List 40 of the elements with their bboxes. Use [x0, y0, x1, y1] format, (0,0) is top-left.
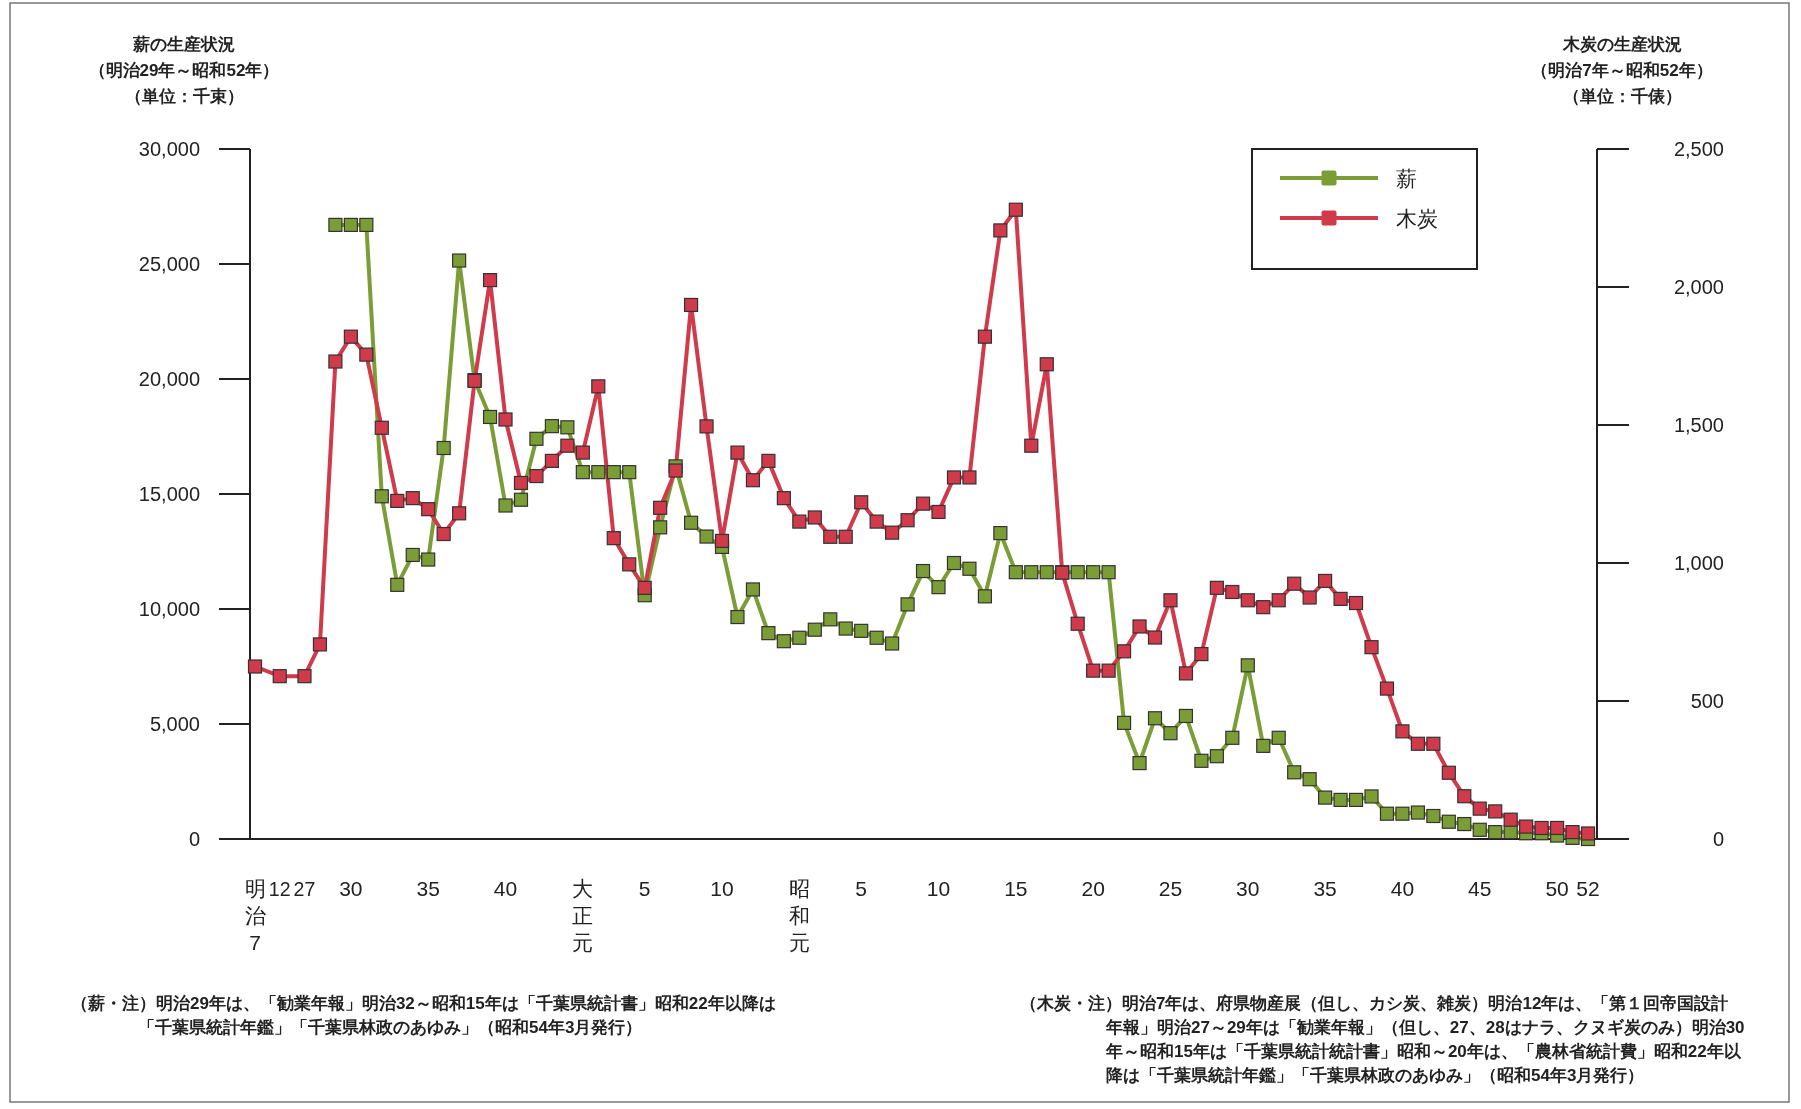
legend-label: 薪 [1396, 167, 1417, 190]
x-tick-label: 12 [268, 877, 293, 900]
x-tick-label: 45 [1468, 877, 1492, 900]
x-tick-label: 5 [855, 877, 868, 900]
text: （木炭・注）明治7年は、府県物産展（但し、カシ炭、雑炭）明治12年は、「第１回帝国設計年報」明治27～29年は「勧業年報」（但し、27、28はナラ、クヌギ炭のみ）明治30年～昭和15年は「千葉県統計統計書」昭和～20年は、「農林省統計費」昭和22年以降は「千葉県統計年鑑」「千葉県林政のあゆみ」（昭和54年3月発行） [1020, 994, 1745, 1085]
y-tick-label: 25,000 [138, 253, 200, 275]
x-tick-label: 35 [1313, 877, 1337, 900]
y2-axis-title: 木炭の生産状況（明治7年～昭和52年）（単位：千俵） [1531, 35, 1713, 106]
y-tick-label: 30,000 [138, 138, 200, 160]
x-tick-label: 大正元 [572, 876, 594, 954]
y-tick-label: 0 [188, 828, 200, 850]
y2-tick-label: 0 [1712, 828, 1724, 850]
y-tick-label: 15,000 [138, 483, 200, 505]
y2-tick-label: 1,500 [1673, 414, 1724, 436]
x-tick-label: 40 [1390, 877, 1415, 900]
x-tick-label: 10 [926, 877, 951, 900]
x-tick-label: 35 [416, 877, 440, 900]
y-tick-label: 10,000 [138, 598, 200, 620]
text: （薪・注）明治29年は、「勧業年報」明治32～昭和15年は「千葉県統計書」昭和22年以降は「千葉県統計年鑑」「千葉県林政のあゆみ」（昭和54年3月発行） [71, 994, 776, 1037]
x-tick-label: 30 [1236, 877, 1260, 900]
y-tick-label: 5,000 [149, 713, 200, 735]
y2-tick-label: 2,000 [1673, 276, 1724, 298]
x-tick-label: 52 [1576, 877, 1600, 900]
x-tick-label: 明治7 [244, 876, 266, 954]
x-tick-label: 15 [1004, 877, 1028, 900]
y-tick-label: 20,000 [138, 368, 200, 390]
x-tick-label: 50 [1545, 877, 1569, 900]
x-tick-label: 27 [293, 877, 317, 900]
x-tick-label: 10 [710, 877, 734, 900]
y-axis-title: 薪の生産状況（明治29年～昭和52年）（単位：千束） [88, 35, 280, 106]
legend-label: 木炭 [1396, 207, 1438, 230]
x-tick-label: 5 [638, 877, 651, 900]
x-tick-label: 20 [1081, 877, 1105, 900]
x-tick-label: 25 [1158, 877, 1183, 900]
x-tick-label: 30 [339, 877, 363, 900]
y2-tick-label: 500 [1690, 690, 1724, 712]
y2-tick-label: 2,500 [1673, 138, 1724, 160]
x-tick-label: 40 [493, 877, 518, 900]
x-tick-label: 昭和元 [788, 876, 810, 954]
y2-tick-label: 1,000 [1673, 552, 1724, 574]
